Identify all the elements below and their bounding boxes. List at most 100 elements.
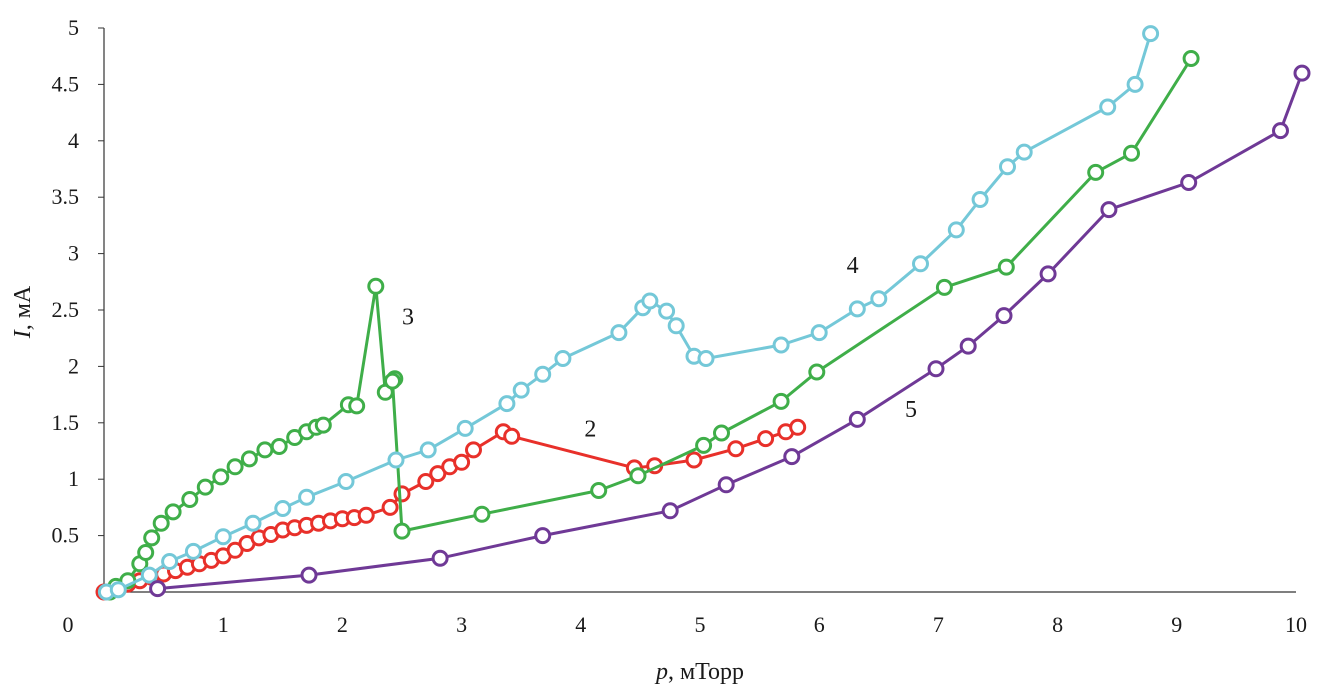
series-2-point [789,418,807,436]
x-tick-label: 8 [1052,612,1063,637]
series-3-point [1123,144,1140,162]
series-4-point [387,451,405,469]
series-4-point [912,255,929,273]
series-label-5: 5 [905,397,917,423]
series-3-point [695,436,713,454]
y-tick-label: 3 [68,241,79,266]
series-2-point [757,430,775,448]
series-4-point [184,542,202,560]
series-4-point [971,191,989,208]
series-label-2: 2 [584,416,596,442]
series-3-point [808,363,826,381]
series-3-point [137,544,155,561]
x-axis-title: p, мТорр [654,659,744,685]
y-tick-label: 4.5 [52,71,80,96]
series-5-point [1180,174,1198,191]
y-tick-label: 5 [68,15,79,40]
series-2-point [381,498,399,516]
series-3-point [212,468,230,486]
series-4-point [274,500,292,517]
series-2-point [503,427,521,445]
series-4-point [1126,75,1144,93]
series-label-3: 3 [402,305,414,331]
series-5-point [783,448,801,466]
series-2-point [685,451,703,469]
series-2-point [453,453,471,471]
series-5-point [1293,64,1311,82]
series-5-point [848,410,866,428]
y-tick-label: 4 [68,128,79,153]
series-3-point [143,529,161,547]
series-4-point [697,350,715,367]
x-tick-label: 1 [218,612,229,637]
series-4-point [419,441,437,459]
series-5-point [959,337,977,355]
series-4-point [161,553,179,570]
y-tick-label: 1.5 [52,410,80,435]
y-tick-labels: 0.5 1 1.5 2 2.5 3 3.5 4 4.5 5 [52,15,104,548]
series-layer [95,25,1311,601]
y-tick-label: 3.5 [52,184,80,209]
series-4-point [214,528,232,546]
series-3-point [629,467,647,485]
series-4-point [337,473,355,490]
series-4-point [298,488,316,506]
y-tick-label: 0.5 [52,523,80,548]
series-3-point [152,514,170,532]
y-tick-label: 2 [68,353,79,378]
series-3-point [590,482,608,499]
series-2-point [727,440,745,458]
series-4-point [1142,25,1160,43]
y-tick-label: 2.5 [52,297,80,322]
series-label-4: 4 [847,253,859,279]
series-3-point [367,277,385,295]
y-axis-title: I, мА [10,285,36,339]
x-tick-label: 10 [1285,612,1307,637]
series-5-point [534,527,552,545]
series-4-point [1099,98,1117,116]
series-3-point [314,416,332,434]
series-3-point [181,491,199,508]
series-4-point [1015,143,1033,161]
series-5-point [1039,265,1057,283]
x-axis-unit: , мТорр [668,659,744,685]
series-3-point [240,450,258,468]
series-4-point [810,324,828,342]
series-3-point [270,438,288,455]
series-5-point [1100,201,1118,219]
series-5-point [300,566,318,584]
x-tick-label: 9 [1171,612,1182,637]
series-4-point [610,324,628,342]
series-5-point [995,307,1013,325]
series-3-point [256,441,274,459]
x-tick-label: 5 [695,612,706,637]
x-tick-label: 2 [337,612,348,637]
series-3-point [348,397,366,415]
series-2-point [417,473,435,490]
series-4-point [534,365,552,383]
x-axis-variable: p [654,659,668,685]
series-3-line [108,57,1193,594]
series-3-point [393,522,411,540]
series-3-point [384,372,401,390]
series-3-point [713,424,730,442]
series-5-point [717,476,735,494]
series-3-point [226,458,244,476]
x-tick-label: 3 [456,612,467,637]
series-4-point [512,381,530,399]
series-4-point [870,290,888,308]
series-3 [101,50,1200,601]
x-tick-labels: 0 1 2 3 4 5 6 7 8 9 10 [63,612,1308,637]
y-axis-unit: , мА [10,285,36,330]
series-labels: 2 3 4 5 [402,253,917,443]
series-4-line [104,32,1153,594]
series-2-point [393,485,411,503]
series-4-point [554,350,572,367]
series-4 [97,25,1160,601]
y-tick-label: 1 [68,466,79,491]
series-5-point [149,580,167,598]
series-4-point [667,317,685,335]
series-3-point [196,478,214,496]
x-tick-label: 4 [575,612,586,637]
